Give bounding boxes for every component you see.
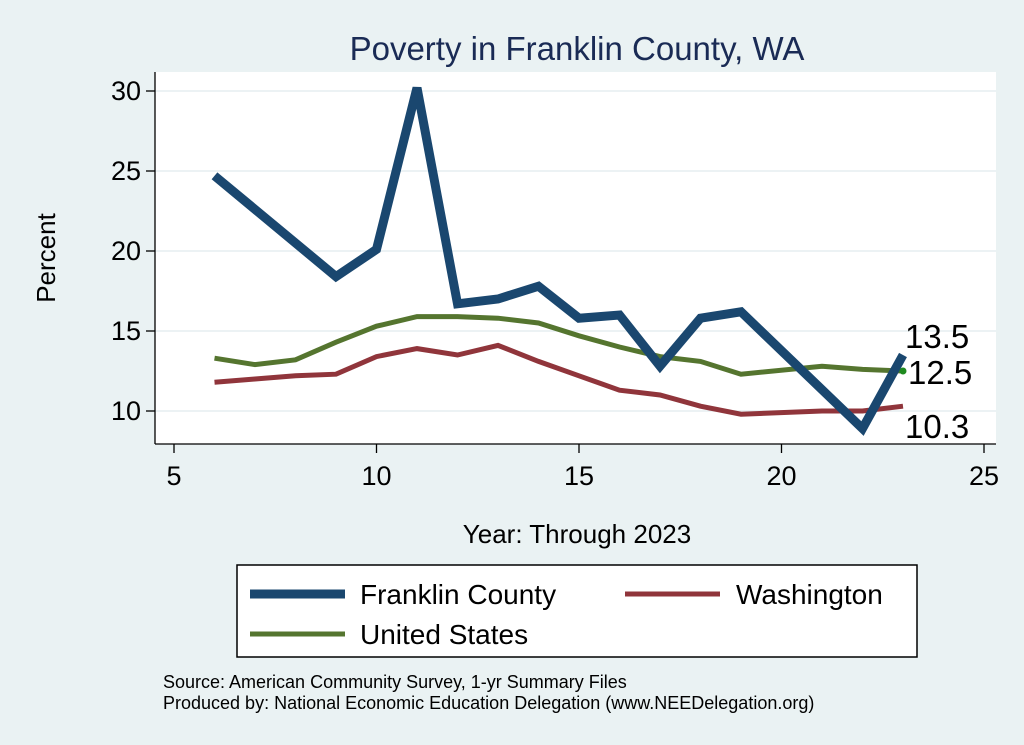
x-tick-label: 20 [766,461,796,491]
plot-area [155,72,996,444]
x-tick-label: 10 [361,461,391,491]
y-tick-label: 25 [111,156,141,186]
x-tick-label: 15 [564,461,594,491]
legend-label: Franklin County [360,579,556,610]
series-line-united-states [214,314,904,377]
series-line-washington [214,342,904,417]
produced-by-note: Produced by: National Economic Education… [163,693,814,713]
legend: Franklin County Washington United States [236,564,918,658]
x-tick-label: 5 [166,461,181,491]
y-axis-title: Percent [31,212,61,302]
x-axis-title: Year: Through 2023 [463,519,691,549]
series-layer [211,86,907,436]
end-labels: 13.512.5 10.3 [905,318,972,445]
y-tick-label: 15 [111,316,141,346]
legend-box [236,564,918,658]
source-note: Source: American Community Survey, 1-yr … [163,672,627,692]
series-line-franklin-county [211,86,907,436]
axes: 10 15 20 25 30 5 10 15 20 25 [111,72,999,491]
end-label: 12.5 [908,354,972,391]
legend-label: Washington [736,579,883,610]
y-tick-label: 20 [111,236,141,266]
legend-label: United States [360,619,528,650]
end-label: 13.5 [905,318,969,355]
end-point-marker [899,367,907,375]
chart-title: Poverty in Franklin County, WA [350,30,805,67]
x-tick-label: 25 [969,461,999,491]
y-tick-label: 30 [111,76,141,106]
end-label: 10.3 [905,408,969,445]
y-tick-label: 10 [111,396,141,426]
